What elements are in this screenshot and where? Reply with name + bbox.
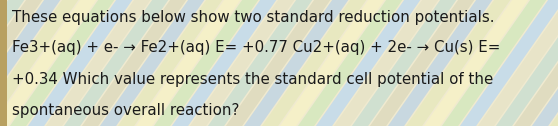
Polygon shape [280, 0, 384, 126]
Polygon shape [0, 0, 60, 126]
Polygon shape [262, 0, 366, 126]
Polygon shape [514, 0, 558, 126]
Polygon shape [316, 0, 420, 126]
Polygon shape [226, 0, 330, 126]
Polygon shape [352, 0, 456, 126]
Polygon shape [154, 0, 258, 126]
Polygon shape [172, 0, 276, 126]
Text: spontaneous overall reaction?: spontaneous overall reaction? [12, 103, 239, 118]
Polygon shape [550, 0, 558, 126]
Polygon shape [208, 0, 312, 126]
Polygon shape [424, 0, 528, 126]
Text: Fe3+(aq) + e- → Fe2+(aq) E= +0.77 Cu2+(aq) + 2e- → Cu(s) E=: Fe3+(aq) + e- → Fe2+(aq) E= +0.77 Cu2+(a… [12, 40, 501, 55]
Polygon shape [10, 0, 114, 126]
Polygon shape [406, 0, 511, 126]
Polygon shape [118, 0, 222, 126]
Polygon shape [82, 0, 186, 126]
Polygon shape [100, 0, 204, 126]
Polygon shape [0, 0, 42, 126]
Polygon shape [64, 0, 169, 126]
Polygon shape [442, 0, 546, 126]
Polygon shape [298, 0, 402, 126]
Polygon shape [496, 0, 558, 126]
Polygon shape [460, 0, 558, 126]
Polygon shape [46, 0, 150, 126]
Polygon shape [0, 0, 78, 126]
Text: +0.34 Which value represents the standard cell potential of the: +0.34 Which value represents the standar… [12, 72, 493, 87]
Polygon shape [0, 0, 6, 126]
Bar [0, 0, 7, 126]
Text: These equations below show two standard reduction potentials.: These equations below show two standard … [12, 10, 495, 25]
Polygon shape [370, 0, 474, 126]
Polygon shape [478, 0, 558, 126]
Polygon shape [532, 0, 558, 126]
Polygon shape [136, 0, 240, 126]
Polygon shape [334, 0, 439, 126]
Polygon shape [28, 0, 132, 126]
Polygon shape [244, 0, 348, 126]
Polygon shape [388, 0, 492, 126]
Polygon shape [0, 0, 25, 126]
Polygon shape [190, 0, 294, 126]
Polygon shape [0, 0, 97, 126]
